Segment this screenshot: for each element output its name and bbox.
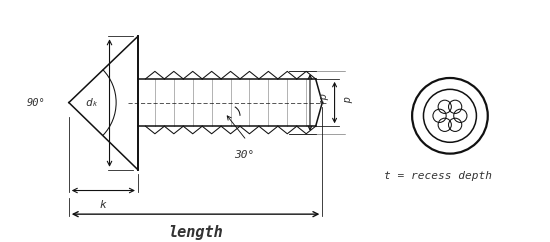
Text: dₖ: dₖ [86, 98, 99, 108]
Text: length: length [168, 225, 223, 240]
Text: 90°: 90° [26, 98, 45, 108]
Text: d₂: d₂ [317, 92, 327, 105]
Text: k: k [100, 200, 107, 210]
Text: t = recess depth: t = recess depth [384, 171, 492, 181]
Text: 30°: 30° [234, 150, 254, 160]
Text: d: d [340, 96, 350, 102]
